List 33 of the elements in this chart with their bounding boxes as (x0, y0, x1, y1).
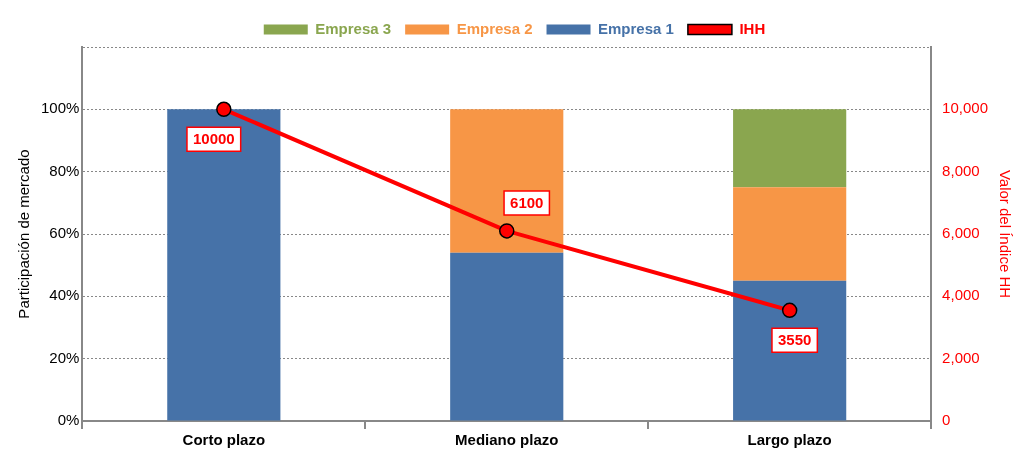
x-tick-label: Mediano plazo (455, 431, 559, 449)
legend-label: Empresa 1 (598, 19, 674, 37)
x-tick-label: Largo plazo (747, 431, 832, 449)
bar (167, 109, 281, 421)
x-tick-label: Corto plazo (182, 431, 266, 449)
legend-label: Empresa 3 (315, 19, 392, 37)
y-tick-label: 40% (49, 286, 80, 304)
y2-tick-label: 0 (942, 411, 951, 429)
legend-label: Empresa 2 (456, 19, 533, 37)
bar (733, 187, 847, 281)
point (498, 223, 515, 239)
point (216, 101, 232, 118)
data-label: 10000 (192, 130, 235, 148)
bar (450, 252, 564, 421)
y2-tick-label: 10,000 (942, 99, 989, 117)
y-axis-title: Participación de mercado (15, 149, 33, 319)
bar (733, 109, 847, 188)
legend-label: IHH (739, 19, 766, 37)
y2-axis-title: Valor del Índice HH (996, 169, 1014, 299)
bar (733, 280, 847, 421)
bar (450, 109, 564, 253)
y-tick-label: 80% (49, 161, 80, 179)
y-tick-label: 100% (40, 99, 80, 117)
y2-tick-label: 2,000 (942, 348, 980, 366)
data-label: 6100 (510, 194, 544, 212)
y-tick-label: 20% (49, 348, 80, 366)
y-tick-label: 0% (57, 411, 80, 429)
point (781, 302, 798, 319)
y2-tick-label: 8,000 (942, 161, 980, 179)
y2-tick-label: 6,000 (942, 224, 980, 242)
data-label: 3550 (777, 331, 812, 349)
y-tick-label: 60% (49, 224, 80, 242)
y2-tick-label: 4,000 (942, 286, 980, 304)
